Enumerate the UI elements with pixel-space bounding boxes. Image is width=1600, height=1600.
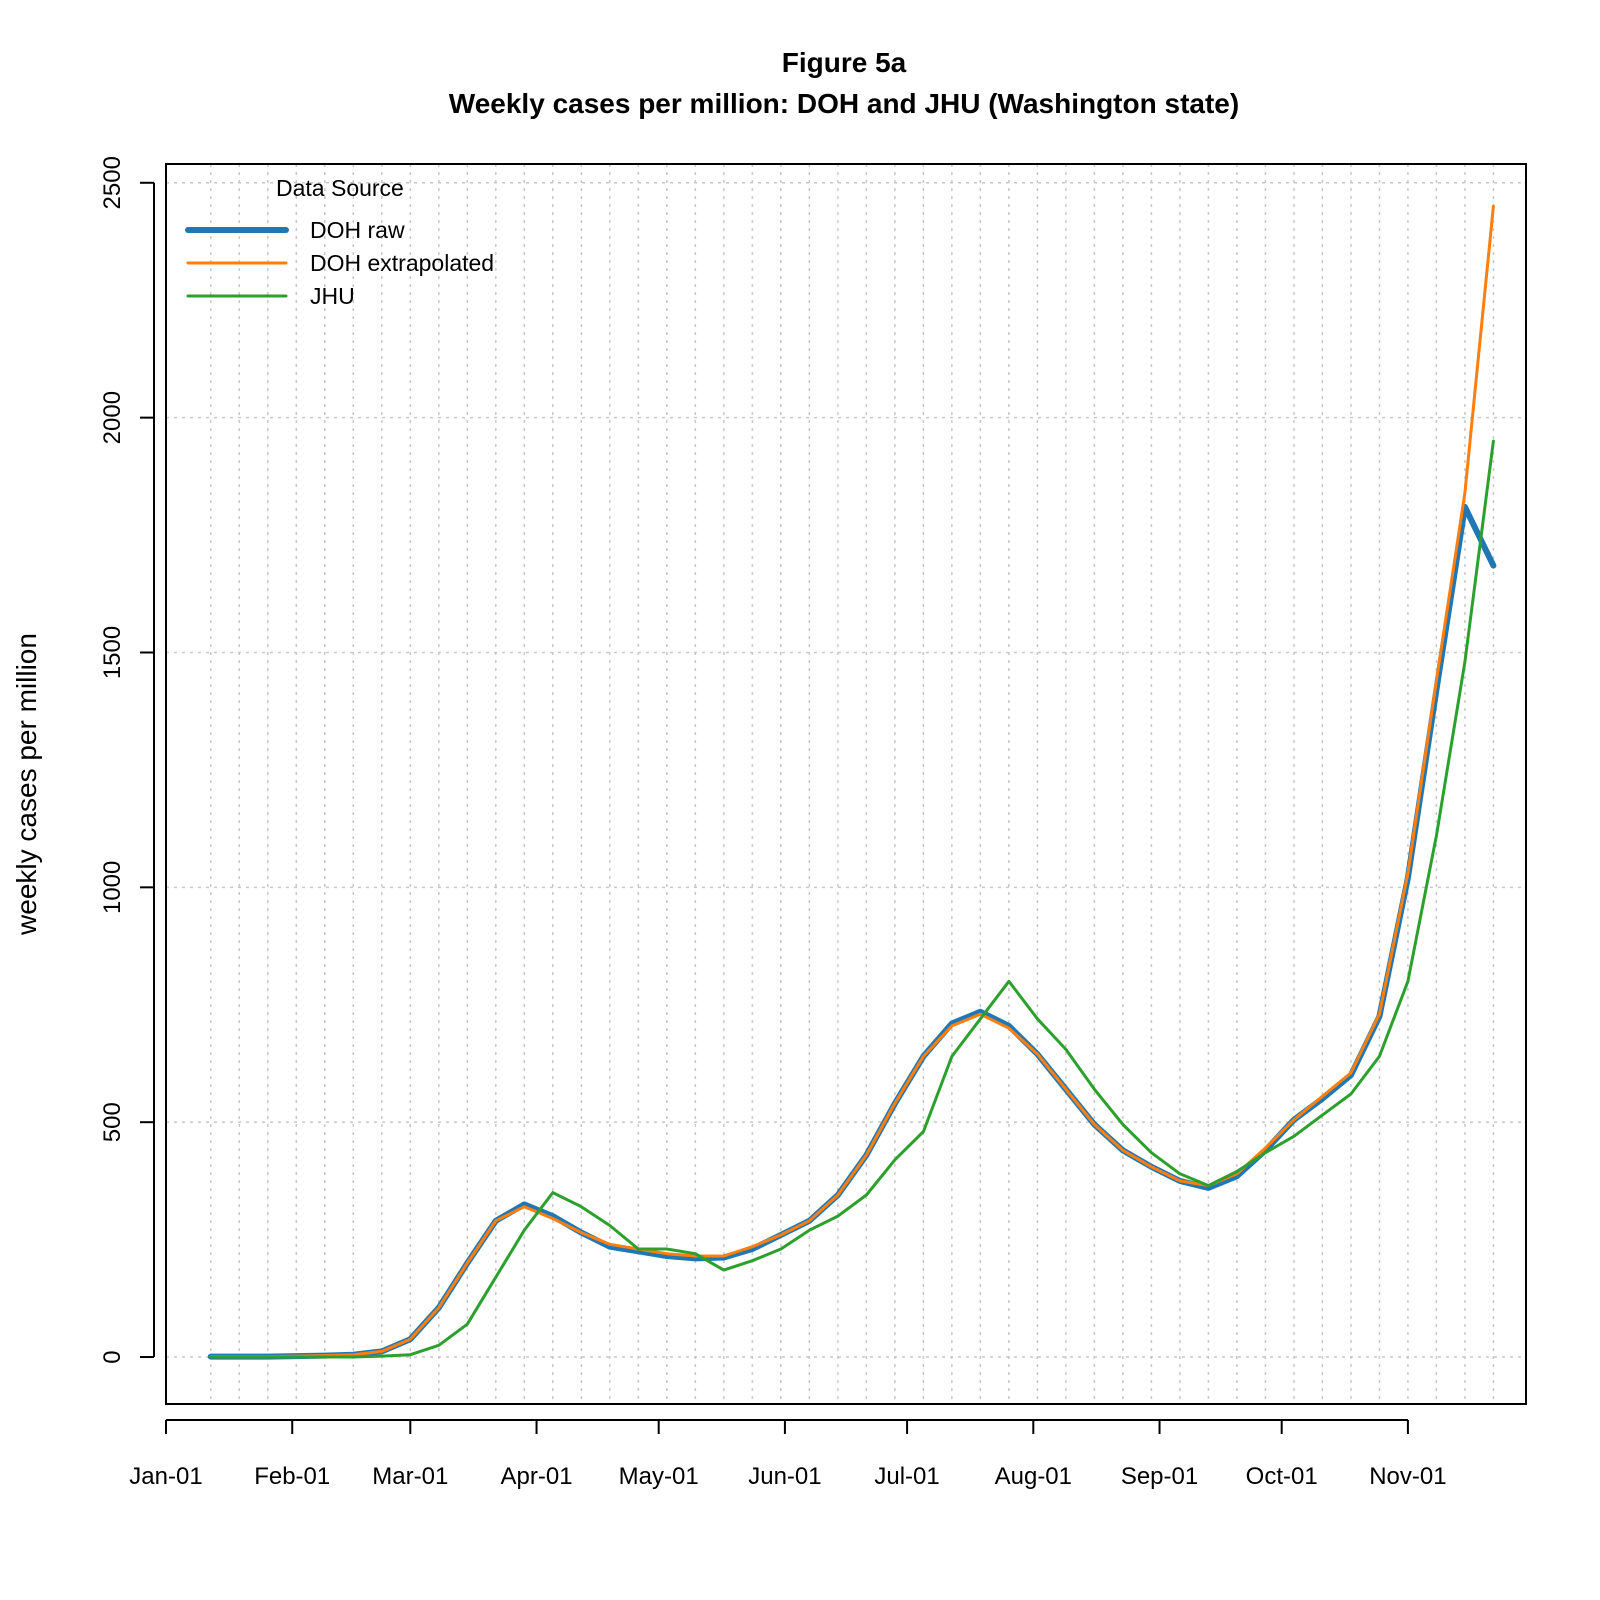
chart-title: Figure 5a xyxy=(782,47,907,78)
x-tick-label: Jun-01 xyxy=(748,1463,821,1490)
chart-subtitle: Weekly cases per million: DOH and JHU (W… xyxy=(449,88,1239,119)
series-line-doh-extrapolated xyxy=(209,204,1495,1359)
x-tick-label: Mar-01 xyxy=(372,1463,448,1490)
y-tick-label: 2500 xyxy=(99,156,126,209)
legend-label: DOH extrapolated xyxy=(310,250,494,276)
grid xyxy=(166,164,1526,1404)
plot-frame xyxy=(165,163,1527,1405)
x-tick-label: May-01 xyxy=(619,1463,699,1490)
y-axis-label: weekly cases per million xyxy=(11,633,42,936)
legend: Data Source DOH raw DOH extrapolated JHU xyxy=(185,175,494,309)
legend-label: DOH raw xyxy=(310,217,405,243)
y-tick-label: 1500 xyxy=(99,626,126,679)
series-line-jhu xyxy=(209,439,1495,1359)
legend-title: Data Source xyxy=(276,175,404,201)
legend-label: JHU xyxy=(310,283,355,309)
y-tick-label: 500 xyxy=(99,1102,126,1142)
x-tick-label: Oct-01 xyxy=(1246,1463,1318,1490)
series-line-doh-raw xyxy=(207,503,1497,1360)
y-axis: 0 500 1000 1500 2000 2500 xyxy=(99,156,155,1364)
y-tick-label: 2000 xyxy=(99,391,126,444)
x-tick-label: Aug-01 xyxy=(995,1463,1072,1490)
x-tick-label: Sep-01 xyxy=(1121,1463,1198,1490)
series-lines xyxy=(207,204,1497,1360)
x-tick-label: Feb-01 xyxy=(254,1463,330,1490)
x-tick-label: Nov-01 xyxy=(1369,1463,1446,1490)
y-tick-label: 1000 xyxy=(99,861,126,914)
x-tick-label: Jan-01 xyxy=(129,1463,202,1490)
x-axis: Jan-01 Feb-01 Mar-01 Apr-01 May-01 Jun-01 Jul-… xyxy=(129,1419,1447,1490)
y-tick-label: 0 xyxy=(99,1350,126,1363)
x-tick-label: Jul-01 xyxy=(874,1463,939,1490)
x-tick-label: Apr-01 xyxy=(501,1463,573,1490)
